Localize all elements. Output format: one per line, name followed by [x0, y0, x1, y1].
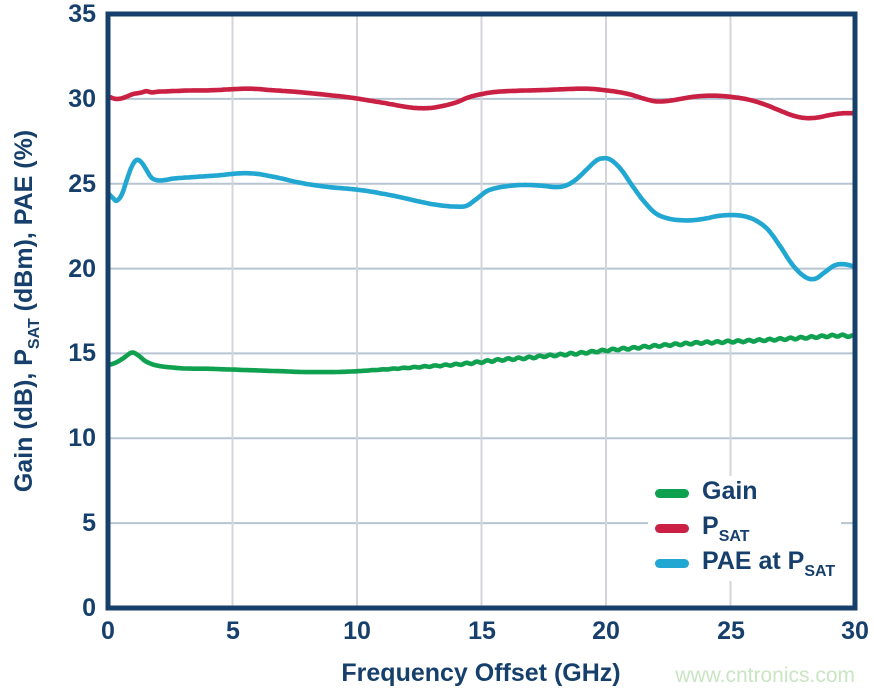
series-psat-line: [105, 86, 858, 121]
legend-item-psat: PSAT: [655, 511, 835, 546]
y-axis-title-text: Gain (dB), P: [10, 349, 38, 493]
y-tick-label: 20: [68, 255, 96, 283]
legend-label-gain-text: Gain: [702, 476, 758, 505]
series-pae-line: [105, 155, 858, 282]
y-tick-label: 15: [68, 339, 96, 367]
legend-item-gain: Gain: [655, 476, 835, 511]
pae-line-swatch-icon: [655, 559, 689, 568]
y-tick-label: 25: [68, 170, 96, 198]
x-tick-label: 15: [468, 617, 496, 645]
legend-label-psat: PSAT: [702, 512, 750, 546]
x-tick-label: 5: [226, 617, 240, 645]
gain-line-swatch-icon: [655, 489, 689, 498]
legend-label-psat-text: P: [702, 511, 719, 540]
y-axis-title: Gain (dB), PSAT (dBm), PAE (%): [9, 101, 43, 521]
x-axis-title: Frequency Offset (GHz): [341, 659, 621, 687]
legend-label-pae: PAE at PSAT: [702, 547, 835, 581]
legend-label-gain: Gain: [702, 477, 758, 511]
y-tick-label: 0: [82, 594, 96, 622]
legend: Gain PSAT PAE at PSAT: [648, 476, 842, 581]
x-tick-label: 0: [101, 617, 115, 645]
x-tick-label: 25: [717, 617, 745, 645]
y-tick-label: 10: [68, 424, 96, 452]
watermark-text: www.cntronics.com: [675, 664, 855, 687]
legend-label-psat-subscript: SAT: [718, 527, 750, 545]
series-gain-line: [105, 332, 858, 375]
psat-line-swatch-icon: [655, 524, 689, 533]
y-tick-label: 5: [82, 509, 96, 537]
x-tick-label: 10: [343, 617, 371, 645]
plot-border: [105, 11, 858, 611]
legend-item-pae: PAE at PSAT: [655, 546, 835, 581]
x-tick-label: 20: [592, 617, 620, 645]
legend-label-pae-text: PAE at P: [702, 546, 805, 575]
y-axis-title-text-2: (dBm), PAE (%): [10, 129, 38, 319]
legend-label-pae-subscript: SAT: [804, 562, 836, 580]
y-tick-label: 30: [68, 85, 96, 113]
y-tick-label: 35: [68, 0, 96, 28]
x-tick-label: 30: [841, 617, 869, 645]
